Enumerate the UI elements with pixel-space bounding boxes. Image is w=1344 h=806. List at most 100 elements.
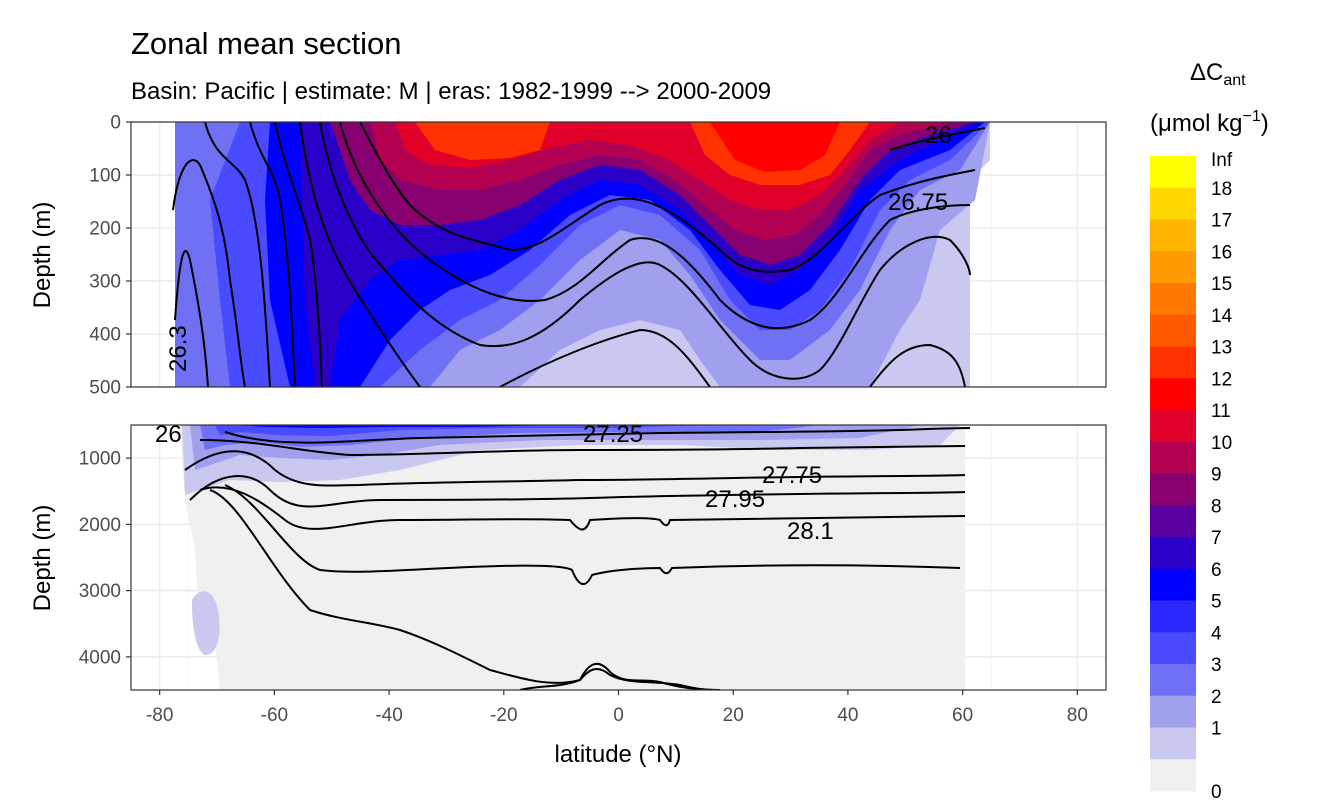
upper-contour-line-7 xyxy=(339,122,971,330)
legend-swatch-9 xyxy=(1150,441,1196,474)
legend-label-8: 11 xyxy=(1211,401,1231,422)
legend-swatch-7 xyxy=(1150,378,1196,411)
legend-swatch-2 xyxy=(1150,219,1196,252)
legend-label-19: 0 xyxy=(1211,782,1222,803)
legend-label-5: 14 xyxy=(1211,306,1233,327)
upper-contour-line-2 xyxy=(174,249,209,387)
upper-field-layer-10 xyxy=(415,122,550,160)
legend-label-11: 8 xyxy=(1211,496,1222,517)
legend-swatch-4 xyxy=(1150,283,1196,316)
upper-contour-line-5 xyxy=(274,122,323,387)
legend-swatch-0 xyxy=(1150,156,1196,189)
legend-swatch-8 xyxy=(1150,410,1196,443)
y-tick-label-upper-3: 300 xyxy=(89,272,121,293)
legend-swatch-18 xyxy=(1150,727,1196,760)
lower-contour-line-5 xyxy=(199,486,966,531)
y-tick-label-lower-1: 2000 xyxy=(79,515,121,536)
legend-swatch-14 xyxy=(1150,600,1196,633)
legend-swatch-1 xyxy=(1150,187,1196,220)
y-tick-label-lower-3: 4000 xyxy=(79,647,121,668)
legend-swatch-19 xyxy=(1150,759,1196,792)
legend-label-15: 4 xyxy=(1211,623,1222,644)
x-tick-label-5: 20 xyxy=(723,705,744,726)
y-tick-label-upper-2: 200 xyxy=(89,219,121,240)
lower-contour-line-6 xyxy=(224,484,961,585)
lower-contour-line-4 xyxy=(189,475,966,508)
upper-contour-line-6 xyxy=(359,122,976,273)
legend-label-18: 1 xyxy=(1211,719,1222,740)
x-tick-label-3: -20 xyxy=(490,705,517,726)
legend-swatch-13 xyxy=(1150,568,1196,601)
legend-unit: (μmol kg−1) xyxy=(1150,108,1269,137)
legend-label-14: 5 xyxy=(1211,592,1222,613)
y-axis-title-upper: Depth (m) xyxy=(29,202,56,309)
legend-label-0: Inf xyxy=(1211,150,1233,171)
upper-contour-line-4 xyxy=(249,122,296,387)
chart-title: Zonal mean section xyxy=(131,26,402,61)
legend: ΔCant (μmol kg−1) Inf1817161514131211109… xyxy=(1150,59,1269,803)
y-tick-label-upper-0: 0 xyxy=(110,113,121,134)
y-tick-label-lower-0: 1000 xyxy=(79,449,121,470)
lower-panel-field xyxy=(180,425,965,690)
lower-field-layer-5 xyxy=(230,425,560,428)
legend-title: ΔCant xyxy=(1190,59,1246,89)
legend-label-2: 17 xyxy=(1211,211,1232,232)
legend-swatch-12 xyxy=(1150,537,1196,570)
y-axis-title-lower: Depth (m) xyxy=(29,505,56,612)
legend-swatch-5 xyxy=(1150,314,1196,347)
legend-swatch-3 xyxy=(1150,251,1196,284)
lower-contour-line-2 xyxy=(199,439,966,457)
lower-field-layer-4 xyxy=(215,425,700,436)
legend-label-6: 13 xyxy=(1211,338,1232,359)
legend-swatch-17 xyxy=(1150,695,1196,728)
lower-contour-line-1 xyxy=(224,427,971,444)
legend-label-17: 2 xyxy=(1211,687,1222,708)
x-tick-label-6: 40 xyxy=(837,705,858,726)
chart-subtitle: Basin: Pacific | estimate: M | eras: 198… xyxy=(131,78,771,105)
upper-contour-line-12 xyxy=(889,127,986,151)
lower-contour-line-7 xyxy=(209,489,721,690)
x-tick-label-0: -80 xyxy=(146,705,173,726)
legend-swatch-16 xyxy=(1150,664,1196,697)
upper-contour-line-8 xyxy=(319,122,971,380)
lower-field-blob xyxy=(192,591,220,655)
legend-swatch-11 xyxy=(1150,505,1196,538)
contour-label-26-3: 26.3 xyxy=(165,325,192,372)
legend-swatch-10 xyxy=(1150,473,1196,506)
legend-label-7: 12 xyxy=(1211,369,1232,390)
legend-label-12: 7 xyxy=(1211,528,1222,549)
lower-contour-line-3 xyxy=(184,450,966,487)
upper-contour-line-10 xyxy=(499,328,711,387)
upper-panel-field xyxy=(175,122,990,387)
upper-panel-border xyxy=(130,121,1107,388)
x-tick-label-2: -40 xyxy=(375,705,402,726)
legend-label-3: 16 xyxy=(1211,242,1232,263)
lower-contour-line-8 xyxy=(519,662,721,690)
legend-label-16: 3 xyxy=(1211,655,1222,676)
upper-contour-line-1 xyxy=(172,159,246,387)
lower-contour-lines xyxy=(184,427,971,690)
upper-contour-line-3 xyxy=(204,122,271,387)
x-tick-label-8: 80 xyxy=(1067,705,1088,726)
x-tick-label-4: 0 xyxy=(613,705,624,726)
y-tick-label-lower-2: 3000 xyxy=(79,581,121,602)
y-tick-label-upper-4: 400 xyxy=(89,325,121,346)
x-axis-title: latitude (°N) xyxy=(555,741,682,768)
legend-label-1: 18 xyxy=(1211,179,1232,200)
contour-label-28-1: 28.1 xyxy=(787,518,834,545)
contour-label-26-upper: 26 xyxy=(925,122,952,149)
upper-contour-line-11 xyxy=(869,343,966,387)
x-tick-label-1: -60 xyxy=(261,705,288,726)
upper-contour-lines xyxy=(172,122,986,387)
x-tick-label-7: 60 xyxy=(952,705,973,726)
y-tick-label-upper-5: 500 xyxy=(89,378,121,399)
legend-label-9: 10 xyxy=(1211,433,1232,454)
legend-swatch-6 xyxy=(1150,346,1196,379)
contour-label-27-95: 27.95 xyxy=(705,486,765,513)
contour-label-27-75: 27.75 xyxy=(762,462,822,489)
legend-label-13: 6 xyxy=(1211,560,1222,581)
legend-label-10: 9 xyxy=(1211,465,1222,486)
